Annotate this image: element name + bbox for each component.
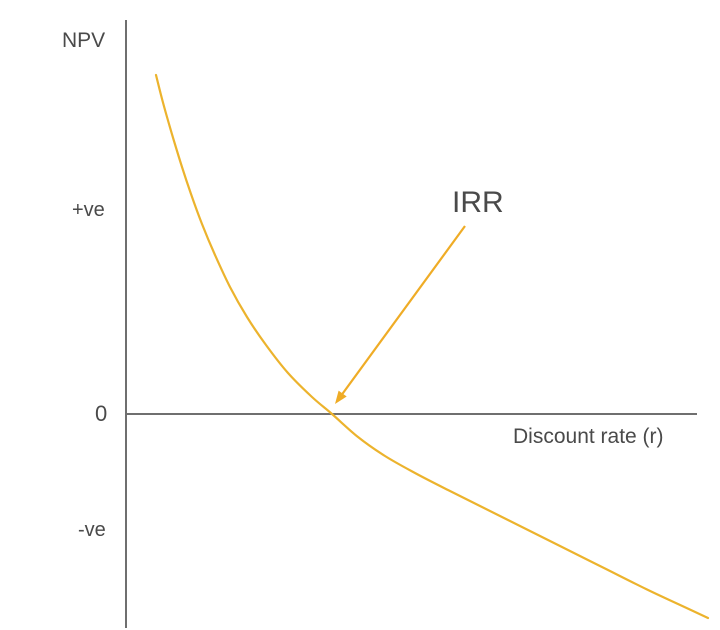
irr-arrowhead xyxy=(335,390,347,404)
x-axis-title: Discount rate (r) xyxy=(513,425,664,448)
y-tick-positive: +ve xyxy=(72,199,105,221)
irr-arrow-line xyxy=(339,225,466,398)
irr-annotation-label: IRR xyxy=(452,186,504,219)
npv-curve xyxy=(154,73,710,620)
y-tick-zero: 0 xyxy=(95,401,108,426)
y-axis-title: NPV xyxy=(62,29,106,52)
y-tick-negative: -ve xyxy=(78,519,106,541)
